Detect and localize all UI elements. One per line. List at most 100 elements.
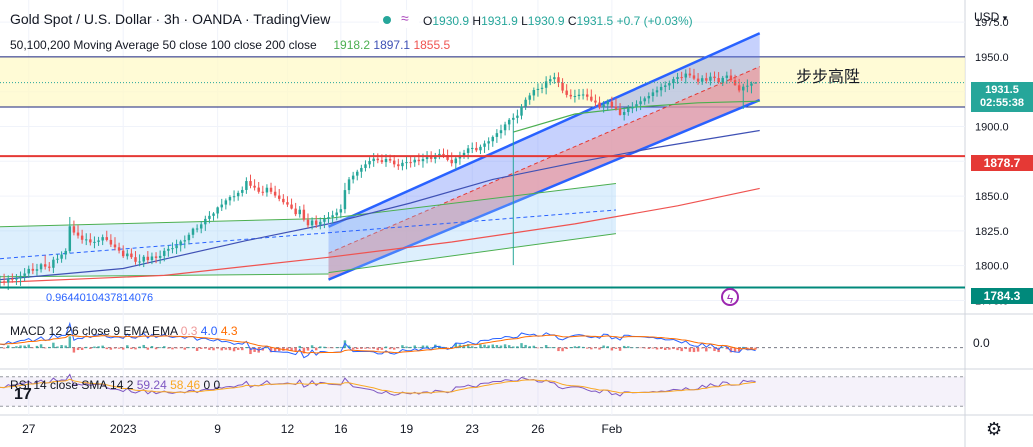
ohlc-low: 1930.9 bbox=[527, 14, 565, 28]
macd-hist-bar bbox=[31, 347, 35, 349]
candle-body bbox=[565, 90, 568, 95]
candle-body bbox=[204, 218, 207, 225]
macd-hist-bar bbox=[273, 347, 277, 352]
macd-hist-bar bbox=[249, 347, 252, 355]
ma-legend-label: 50,100,200 Moving Average 50 close 100 c… bbox=[10, 38, 317, 52]
candle-body bbox=[187, 234, 191, 241]
macd-hist-bar bbox=[405, 346, 408, 349]
macd-hist-bar bbox=[80, 347, 84, 350]
candle-body bbox=[154, 256, 158, 258]
macd-hist-bar bbox=[627, 346, 630, 349]
gear-icon[interactable]: ⚙ bbox=[986, 419, 1003, 439]
macd-hist-bar bbox=[635, 347, 638, 349]
projection-channel-fill bbox=[328, 183, 616, 273]
tradingview-logo-icon[interactable]: 17 bbox=[14, 386, 32, 403]
main-channel-lower bbox=[328, 98, 761, 281]
macd-hist-bar bbox=[113, 347, 117, 349]
candle-body bbox=[487, 141, 490, 144]
macd-hist-bar bbox=[327, 347, 330, 349]
candle-body bbox=[0, 281, 2, 283]
macd-hist-bar bbox=[224, 347, 228, 350]
macd-hist-bar bbox=[171, 347, 174, 350]
macd-hist-bar bbox=[212, 347, 215, 351]
candle-body bbox=[15, 278, 18, 280]
annotation-text[interactable]: 步步高陞 bbox=[796, 67, 861, 86]
candle-body bbox=[97, 240, 100, 242]
candle-body bbox=[721, 77, 724, 83]
candle-body bbox=[647, 96, 651, 99]
macd-hist-bar bbox=[89, 347, 92, 349]
macd-zero-label: 0.0 bbox=[973, 336, 990, 350]
macd-hist-bar bbox=[265, 347, 269, 349]
candle-body bbox=[35, 269, 39, 271]
macd-legend[interactable]: MACD 12 26 close 9 EMA EMA 0.3 4.0 4.3 bbox=[10, 324, 238, 338]
candle-body bbox=[700, 78, 704, 82]
macd-hist-bar bbox=[56, 346, 59, 349]
consolidation-zone bbox=[0, 56, 965, 107]
candle-body bbox=[557, 77, 560, 83]
macd-hist-bar bbox=[278, 347, 281, 352]
candle-body bbox=[429, 157, 433, 159]
macd-hist-bar bbox=[294, 347, 297, 352]
candle-body bbox=[294, 208, 297, 215]
candle-body bbox=[163, 250, 166, 256]
macd-hist-bar bbox=[142, 344, 145, 349]
candle-body bbox=[651, 92, 655, 97]
candle-body bbox=[356, 171, 359, 176]
candle-body bbox=[339, 209, 343, 213]
candle-body bbox=[121, 250, 125, 257]
macd-hist-bar bbox=[187, 347, 191, 349]
macd-hist-bar bbox=[372, 347, 375, 349]
ma100-value: 1897.1 bbox=[373, 38, 411, 52]
time-tick-label: 27 bbox=[22, 422, 36, 436]
macd-hist-bar bbox=[479, 344, 482, 349]
ma-legend[interactable]: 50,100,200 Moving Average 50 close 100 c… bbox=[10, 38, 450, 52]
symbol-toggle-buttons[interactable]: ≈ bbox=[379, 10, 419, 28]
candle-body bbox=[335, 212, 338, 216]
currency-selector[interactable]: USD ▾ bbox=[974, 10, 1008, 24]
candle-body bbox=[52, 259, 55, 268]
candle-body bbox=[43, 264, 47, 267]
candle-body bbox=[290, 204, 293, 209]
candle-body bbox=[471, 147, 474, 149]
macd-hist-bar bbox=[11, 347, 14, 349]
macd-hist-bar bbox=[228, 347, 232, 351]
candle-body bbox=[327, 217, 330, 219]
macd-hist-bar bbox=[528, 346, 531, 349]
macd-hist-bar bbox=[15, 346, 18, 349]
candle-body bbox=[573, 96, 577, 98]
macd-hist-bar bbox=[557, 347, 560, 352]
candle-body bbox=[635, 104, 638, 107]
macd-hist-bar bbox=[462, 344, 466, 349]
macd-hist-bar bbox=[216, 347, 219, 349]
candle-body bbox=[598, 102, 601, 108]
candle-body bbox=[253, 185, 256, 188]
macd-hist-bar bbox=[245, 347, 248, 349]
candle-body bbox=[126, 253, 129, 257]
macd-hist-bar bbox=[503, 344, 507, 349]
candle-body bbox=[282, 198, 285, 203]
macd-hist-bar bbox=[512, 346, 515, 349]
candle-body bbox=[72, 226, 76, 233]
candle-body bbox=[725, 75, 729, 78]
candle-body bbox=[614, 106, 618, 109]
lightning-icon[interactable]: ϟ bbox=[721, 288, 739, 306]
macd-hist-bar bbox=[466, 344, 470, 349]
macd-hist-bar bbox=[409, 346, 412, 349]
candle-body bbox=[85, 239, 88, 241]
candle-body bbox=[709, 76, 712, 81]
macd-hist-bar bbox=[598, 347, 601, 350]
candle-body bbox=[754, 82, 757, 84]
candle-body bbox=[2, 281, 6, 283]
time-tick-label: 16 bbox=[334, 422, 348, 436]
macd-hist-bar bbox=[507, 345, 511, 349]
candle-body bbox=[446, 155, 449, 160]
macd-hist-bar bbox=[483, 344, 486, 349]
candle-body bbox=[208, 215, 211, 219]
candle-body bbox=[684, 73, 687, 78]
rsi-legend[interactable]: RSI 14 close SMA 14 2 59.24 58.46 0 0 bbox=[10, 378, 220, 392]
candle-body bbox=[212, 213, 215, 216]
candle-body bbox=[610, 101, 614, 107]
candle-body bbox=[286, 202, 289, 205]
